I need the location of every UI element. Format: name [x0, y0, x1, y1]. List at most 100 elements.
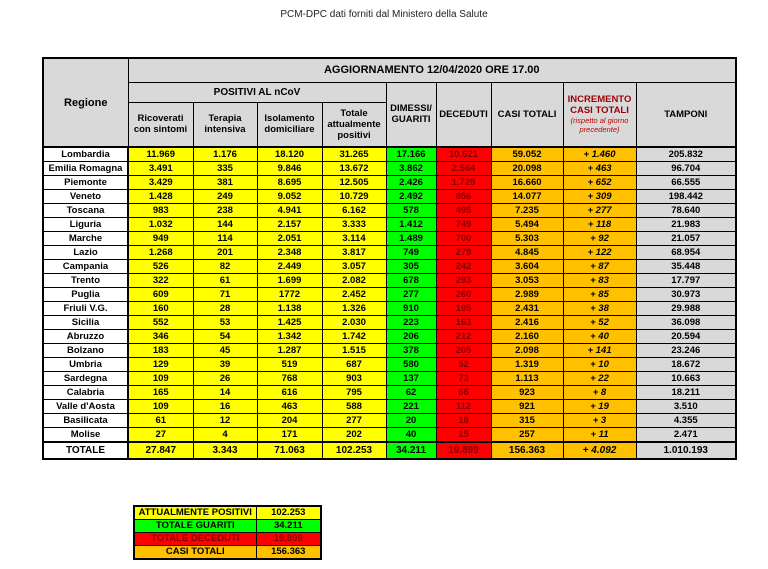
data-cell: 260: [435, 287, 492, 302]
column-header-deceduti: DECEDUTI: [435, 81, 492, 148]
summary-row: TOTALE DECEDUTI 19.899: [133, 532, 322, 546]
data-cell: 1.699: [256, 273, 323, 288]
data-cell: 238: [192, 203, 258, 218]
data-cell: 552: [127, 315, 194, 330]
data-cell: + 19: [562, 399, 637, 414]
data-cell: + 52: [562, 315, 637, 330]
data-cell: 381: [192, 175, 258, 190]
data-cell: 687: [321, 357, 387, 372]
data-cell: + 463: [562, 161, 637, 176]
data-cell: 165: [127, 385, 194, 400]
data-cell: 12.505: [321, 175, 387, 190]
table-row: Lazio 1.268 201 2.348 3.817 749 279 4.845 + 122 6…: [42, 245, 737, 260]
data-cell: 1.113: [490, 371, 564, 386]
data-cell: 3.333: [321, 217, 387, 232]
data-cell: 277: [321, 413, 387, 428]
data-cell: 14.077: [490, 189, 564, 204]
data-cell: 2.348: [256, 245, 323, 260]
column-header-ricoverati: Ricoverati con sintomi: [127, 101, 194, 148]
summary-label: TOTALE GUARITI: [133, 519, 257, 533]
data-cell: 749: [385, 245, 437, 260]
data-cell: + 92: [562, 231, 637, 246]
data-cell: 27: [127, 427, 194, 443]
table-row: Sardegna 109 26 768 903 137 73 1.113 + 22 10.663: [42, 371, 737, 386]
table-row: Umbria 129 39 519 687 580 52 1.319 + 10 18.672: [42, 357, 737, 372]
data-cell: 2.492: [385, 189, 437, 204]
data-cell: 1.176: [192, 146, 258, 162]
table-row: Molise 27 4 171 202 40 15 257 + 11 2.471: [42, 427, 737, 443]
data-cell: 102.253: [321, 441, 387, 460]
data-cell: 768: [256, 371, 323, 386]
region-name: Calabria: [42, 385, 129, 400]
data-cell: 856: [435, 189, 492, 204]
data-cell: 1.268: [127, 245, 194, 260]
data-cell: 18.672: [635, 357, 737, 372]
data-cell: 198.442: [635, 189, 737, 204]
data-cell: 61: [127, 413, 194, 428]
data-cell: 2.160: [490, 329, 564, 344]
data-cell: 10.729: [321, 189, 387, 204]
data-cell: 3.057: [321, 259, 387, 274]
region-name: Sardegna: [42, 371, 129, 386]
column-header-casi-totali: CASI TOTALI: [490, 81, 564, 148]
data-cell: + 141: [562, 343, 637, 358]
data-cell: 11.969: [127, 146, 194, 162]
column-header-terapia-intensiva: Terapia intensiva: [192, 101, 258, 148]
data-cell: + 22: [562, 371, 637, 386]
data-cell: 588: [321, 399, 387, 414]
table-row: Abruzzo 346 54 1.342 1.742 206 212 2.160 + 40 20.…: [42, 329, 737, 344]
region-name: Trento: [42, 273, 129, 288]
data-cell: 2.416: [490, 315, 564, 330]
data-cell: 1.742: [321, 329, 387, 344]
data-cell: 34.211: [385, 441, 437, 460]
region-name: Umbria: [42, 357, 129, 372]
data-cell: 114: [192, 231, 258, 246]
region-name: Bolzano: [42, 343, 129, 358]
data-cell: 201: [192, 245, 258, 260]
data-cell: 3.817: [321, 245, 387, 260]
data-cell: 212: [435, 329, 492, 344]
data-cell: 163: [435, 315, 492, 330]
data-cell: 20: [385, 413, 437, 428]
data-cell: 21.057: [635, 231, 737, 246]
data-cell: 1.319: [490, 357, 564, 372]
data-cell: + 652: [562, 175, 637, 190]
data-cell: 205: [435, 343, 492, 358]
summary-value: 34.211: [255, 519, 322, 533]
data-cell: 526: [127, 259, 194, 274]
data-cell: 223: [385, 315, 437, 330]
data-cell: 45: [192, 343, 258, 358]
data-cell: 14: [192, 385, 258, 400]
data-cell: 580: [385, 357, 437, 372]
table-row: Liguria 1.032 144 2.157 3.333 1.412 749 5.494 + …: [42, 217, 737, 232]
data-cell: 19.899: [435, 441, 492, 460]
data-cell: 30.973: [635, 287, 737, 302]
data-cell: 4.941: [256, 203, 323, 218]
total-row: TOTALE 27.847 3.343 71.063 102.253 34.211 19.8…: [42, 441, 737, 460]
summary-label: CASI TOTALI: [133, 545, 257, 560]
data-cell: 921: [490, 399, 564, 414]
data-cell: 346: [127, 329, 194, 344]
data-cell: 96.704: [635, 161, 737, 176]
table-row: Lombardia 11.969 1.176 18.120 31.265 17.166 10…: [42, 146, 737, 162]
data-cell: 4: [192, 427, 258, 443]
data-cell: 39: [192, 357, 258, 372]
region-name: Veneto: [42, 189, 129, 204]
data-cell: 156.363: [490, 441, 564, 460]
region-name: Lombardia: [42, 146, 129, 162]
data-cell: 202: [321, 427, 387, 443]
data-cell: 23.246: [635, 343, 737, 358]
table-body: Lombardia 11.969 1.176 18.120 31.265 17.166 10…: [42, 146, 737, 443]
data-cell: 195: [435, 301, 492, 316]
data-cell: 29.988: [635, 301, 737, 316]
data-cell: 54: [192, 329, 258, 344]
incremento-header-label: INCREMENTO CASI TOTALI: [567, 94, 632, 117]
data-cell: 31.265: [321, 146, 387, 162]
table-footer: TOTALE 27.847 3.343 71.063 102.253 34.211 19.8…: [42, 441, 737, 460]
data-cell: 3.510: [635, 399, 737, 414]
data-cell: 4.845: [490, 245, 564, 260]
region-name: Liguria: [42, 217, 129, 232]
data-cell: 257: [490, 427, 564, 443]
data-cell: 112: [435, 399, 492, 414]
region-name: Emilia Romagna: [42, 161, 129, 176]
